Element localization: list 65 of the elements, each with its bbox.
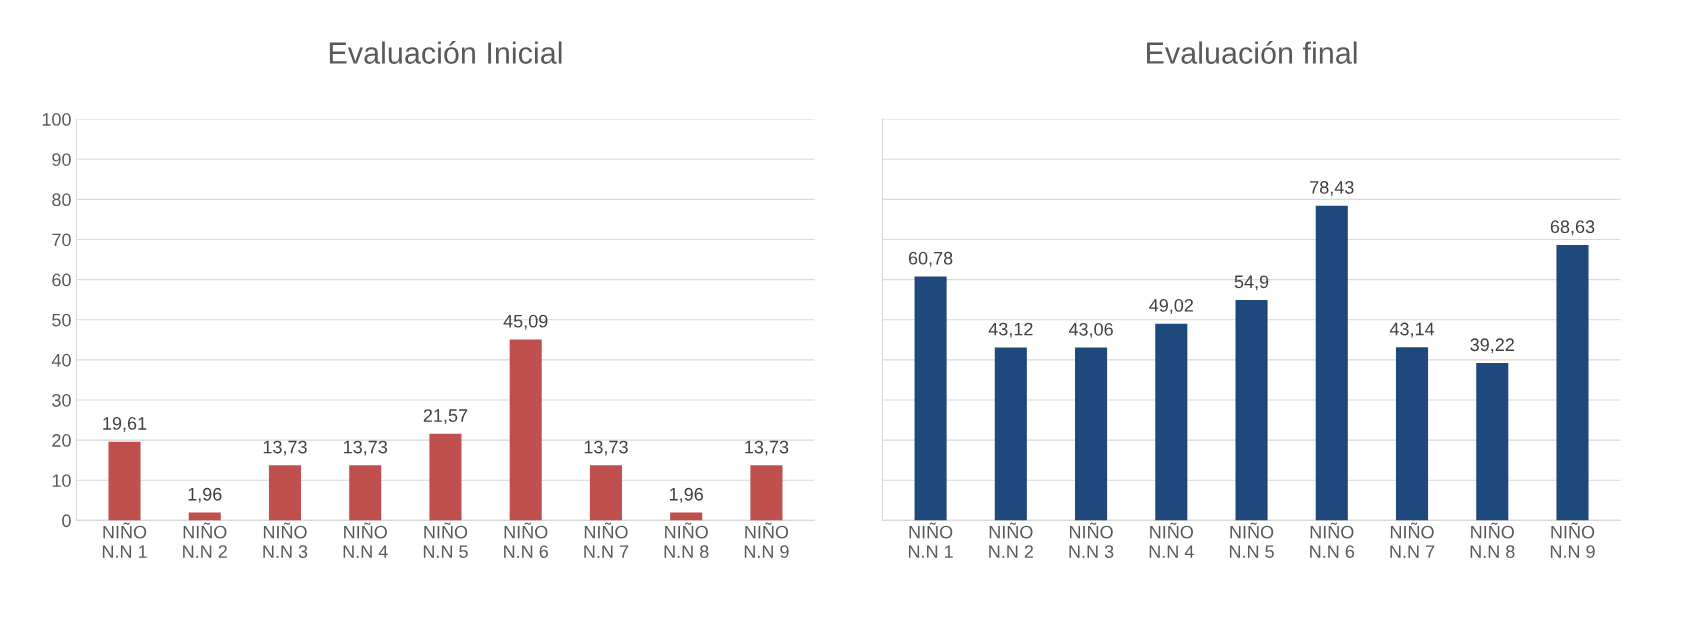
bar [108, 441, 141, 521]
bar [429, 433, 462, 521]
data-label: 43,12 [988, 322, 1033, 338]
x-tick-label: NIÑO N.N 3 [263, 522, 308, 558]
data-label: 68,63 [1550, 220, 1595, 236]
x-tick-label: NIÑO N.N 5 [423, 522, 468, 558]
x-tick-label: NIÑO N.N 7 [1390, 522, 1435, 558]
bar [1155, 323, 1188, 521]
bar [1075, 347, 1108, 521]
x-tick-label: NIÑO N.N 9 [1550, 522, 1595, 558]
x-tick-label: NIÑO N.N 8 [1470, 522, 1515, 558]
y-tick-label: 40 [51, 353, 71, 367]
y-tick-label: 90 [52, 153, 71, 166]
y-tick-label: 10 [52, 474, 71, 487]
data-label: 13,73 [263, 440, 307, 456]
data-label: 21,57 [423, 409, 468, 425]
data-label: 1,96 [669, 487, 703, 503]
chart-title: Evaluación final [1147, 41, 1357, 64]
data-label: 54,9 [1234, 275, 1269, 291]
chart-title: Evaluación Inicial [329, 41, 562, 64]
y-tick-label: 50 [52, 313, 71, 327]
x-tick-label: NIÑO N.N 2 [183, 522, 227, 558]
y-tick-label: 0 [62, 514, 71, 528]
x-tick-label: NIÑO N.N 4 [1149, 522, 1194, 558]
data-label: 78,43 [1310, 181, 1354, 196]
bar [994, 347, 1027, 521]
x-tick-label: NIÑO N.N 4 [343, 522, 388, 558]
bar [1395, 347, 1429, 521]
y-tick-label: 30 [52, 393, 71, 407]
data-label: 60,78 [908, 251, 953, 267]
bar [1556, 245, 1589, 521]
y-tick-label: 100 [42, 113, 71, 126]
bar [349, 465, 382, 521]
bar [1315, 205, 1348, 521]
x-tick-label: NIÑO N.N 9 [744, 522, 789, 558]
bar [589, 465, 622, 521]
x-tick-label: NIÑO N.N 6 [1310, 522, 1355, 558]
data-label: 43,14 [1389, 322, 1435, 338]
x-tick-label: NIÑO N.N 6 [504, 522, 548, 558]
bar [509, 339, 542, 521]
x-tick-label: NIÑO N.N 1 [908, 522, 953, 558]
data-label: 19,61 [103, 417, 147, 432]
x-tick-label: NIÑO N.N 5 [1229, 522, 1274, 558]
bar [750, 465, 783, 521]
data-label: 1,96 [188, 487, 222, 503]
x-tick-label: NIÑO N.N 7 [584, 522, 629, 558]
y-tick-label: 70 [52, 233, 71, 247]
y-tick-label: 60 [52, 273, 71, 287]
x-tick-label: NIÑO N.N 2 [989, 522, 1033, 558]
bar [1235, 300, 1268, 521]
data-label: 49,02 [1149, 299, 1193, 314]
x-tick-label: NIÑO N.N 3 [1069, 522, 1114, 558]
data-label: 43,06 [1068, 322, 1113, 338]
x-tick-label: NIÑO N.N 1 [102, 522, 147, 558]
x-tick-label: NIÑO N.N 8 [664, 522, 709, 558]
y-tick-label: 80 [52, 193, 71, 207]
bar [268, 465, 302, 521]
data-label: 13,73 [745, 440, 789, 456]
data-label: 13,73 [584, 440, 628, 456]
data-label: 45,09 [503, 314, 548, 330]
bar [914, 276, 947, 521]
data-label: 39,22 [1470, 338, 1514, 354]
y-tick-label: 20 [52, 434, 71, 447]
bar [1476, 363, 1509, 521]
data-label: 13,73 [344, 440, 388, 456]
